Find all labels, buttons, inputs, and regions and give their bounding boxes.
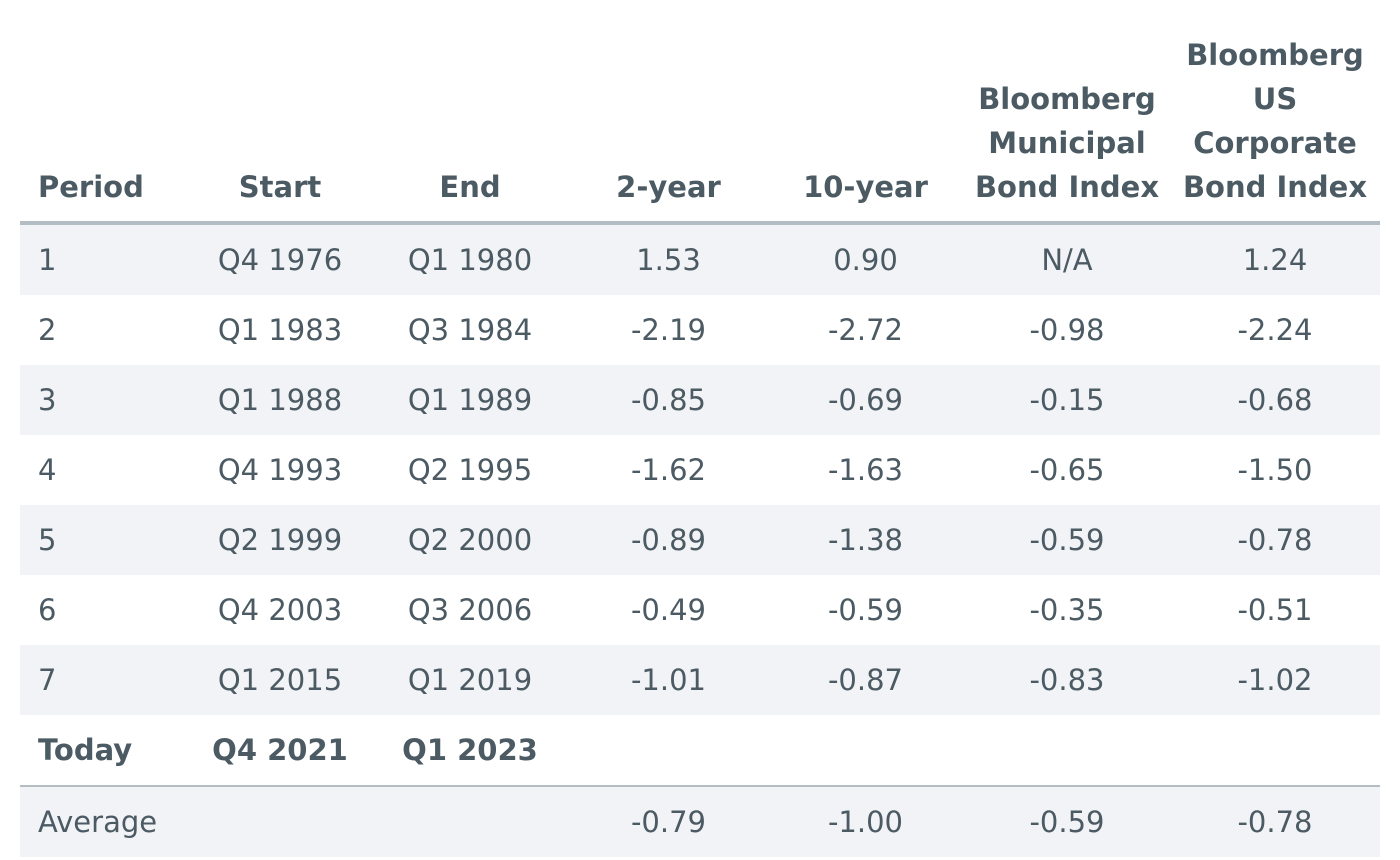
cell-average-10-year: -1.00	[767, 785, 964, 857]
cell-10-year: -0.87	[767, 645, 964, 715]
cell-2-year: -0.89	[570, 505, 767, 575]
table-row: 7 Q1 2015 Q1 2019 -1.01 -0.87 -0.83 -1.0…	[20, 645, 1380, 715]
header-end: End	[370, 0, 570, 225]
cell-corporate: -2.24	[1237, 313, 1313, 347]
cell-corporate: -0.51	[1237, 593, 1313, 627]
cell-end: Q1 2019	[370, 645, 570, 715]
cell-10-year: -0.59	[827, 593, 904, 627]
cell-period: 2	[38, 313, 57, 347]
cell-10-year: -2.72	[827, 313, 904, 347]
cell-average-start	[190, 785, 370, 857]
cell-start: Q4 1993	[217, 453, 343, 487]
cell-municipal: -0.98	[1029, 313, 1105, 347]
cell-corporate-today	[1170, 715, 1380, 786]
table-row: 2 Q1 1983 Q3 1984 -2.19 -2.72 -0.98 -2.2…	[20, 295, 1380, 365]
cell-municipal: N/A	[964, 223, 1170, 295]
table-row: 1 Q4 1976 Q1 1980 1.53 0.90 N/A 1.24	[20, 223, 1380, 295]
cell-average-label: Average	[20, 785, 190, 857]
table-row: 6 Q4 2003 Q3 2006 -0.49 -0.59 -0.35 -0.5…	[20, 575, 1380, 645]
cell-10-year: -1.63	[827, 453, 904, 487]
header-corporate-line-3: Corporate	[1193, 126, 1357, 160]
cell-end-today: Q1 2023	[402, 733, 538, 767]
cell-2-year: -1.62	[630, 453, 707, 487]
cell-end: Q2 1995	[407, 453, 533, 487]
cell-end: Q1 1980	[370, 223, 570, 295]
cell-average-end	[370, 785, 570, 857]
cell-average-2-year: -0.79	[570, 785, 767, 857]
cell-start: Q1 1988	[190, 365, 370, 435]
header-municipal-line-3: Bond Index	[974, 170, 1160, 204]
cell-average-corporate: -0.78	[1170, 785, 1380, 857]
cell-2-year: -0.85	[570, 365, 767, 435]
header-corporate-line-2: US	[1252, 82, 1298, 116]
cell-end: Q2 2000	[370, 505, 570, 575]
cell-corporate: -1.02	[1170, 645, 1380, 715]
cell-average-municipal: -0.59	[964, 785, 1170, 857]
header-period: Period	[20, 0, 190, 225]
cell-2-year: -1.01	[570, 645, 767, 715]
cell-end: Q1 1989	[370, 365, 570, 435]
cell-10-year: -1.38	[767, 505, 964, 575]
cell-2-year: -0.49	[630, 593, 707, 627]
cell-start-today: Q4 2021	[212, 733, 348, 767]
header-corporate-line-1: Bloomberg	[1186, 38, 1364, 72]
cell-municipal: -0.65	[1029, 453, 1105, 487]
table-header: Period Start End 2-year 10-year Bloomber…	[20, 0, 1380, 225]
cell-10-year: 0.90	[767, 223, 964, 295]
cell-period: 1	[20, 223, 190, 295]
header-2-year: 2-year	[570, 0, 767, 225]
cell-municipal: -0.15	[964, 365, 1170, 435]
cell-corporate: 1.24	[1170, 223, 1380, 295]
cell-municipal-today	[964, 715, 1170, 786]
cell-period: 4	[38, 453, 57, 487]
average-row: Average -0.79 -1.00 -0.59 -0.78	[20, 785, 1380, 857]
cell-municipal: -0.35	[1029, 593, 1105, 627]
table-row: 4 Q4 1993 Q2 1995 -1.62 -1.63 -0.65 -1.5…	[20, 435, 1380, 505]
table-row: 5 Q2 1999 Q2 2000 -0.89 -1.38 -0.59 -0.7…	[20, 505, 1380, 575]
cell-start: Q4 2003	[217, 593, 343, 627]
header-start: Start	[190, 0, 370, 225]
cell-2-year: -2.19	[630, 313, 707, 347]
cell-corporate: -1.50	[1237, 453, 1313, 487]
header-row: Period Start End 2-year 10-year Bloomber…	[20, 0, 1380, 225]
cell-corporate: -0.78	[1170, 505, 1380, 575]
header-municipal-bond-index: Bloomberg Municipal Bond Index	[964, 0, 1170, 225]
data-table-container: Period Start End 2-year 10-year Bloomber…	[20, 0, 1380, 857]
cell-start: Q4 1976	[190, 223, 370, 295]
header-municipal-line-2: Municipal	[988, 126, 1146, 160]
header-corporate-line-4: Bond Index	[1182, 170, 1368, 204]
cell-10-year-today	[767, 715, 964, 786]
table-row: 3 Q1 1988 Q1 1989 -0.85 -0.69 -0.15 -0.6…	[20, 365, 1380, 435]
cell-2-year: 1.53	[570, 223, 767, 295]
cell-period: 3	[20, 365, 190, 435]
header-municipal-line-1: Bloomberg	[978, 82, 1156, 116]
cell-corporate: -0.68	[1170, 365, 1380, 435]
cell-2-year-today	[570, 715, 767, 786]
cell-end: Q3 2006	[407, 593, 533, 627]
cell-period-today: Today	[38, 733, 133, 767]
cell-municipal: -0.83	[964, 645, 1170, 715]
cell-start: Q1 2015	[190, 645, 370, 715]
cell-period: 5	[20, 505, 190, 575]
rate-hike-returns-table: Period Start End 2-year 10-year Bloomber…	[20, 0, 1380, 857]
cell-10-year: -0.69	[767, 365, 964, 435]
cell-municipal: -0.59	[964, 505, 1170, 575]
cell-period: 7	[20, 645, 190, 715]
table-body: 1 Q4 1976 Q1 1980 1.53 0.90 N/A 1.24 2 Q…	[20, 223, 1380, 857]
cell-start: Q2 1999	[190, 505, 370, 575]
cell-end: Q3 1984	[407, 313, 533, 347]
header-10-year: 10-year	[767, 0, 964, 225]
cell-start: Q1 1983	[217, 313, 343, 347]
today-row: Today Q4 2021 Q1 2023	[20, 715, 1380, 786]
cell-period: 6	[38, 593, 57, 627]
header-corporate-bond-index: Bloomberg US Corporate Bond Index	[1170, 0, 1380, 225]
